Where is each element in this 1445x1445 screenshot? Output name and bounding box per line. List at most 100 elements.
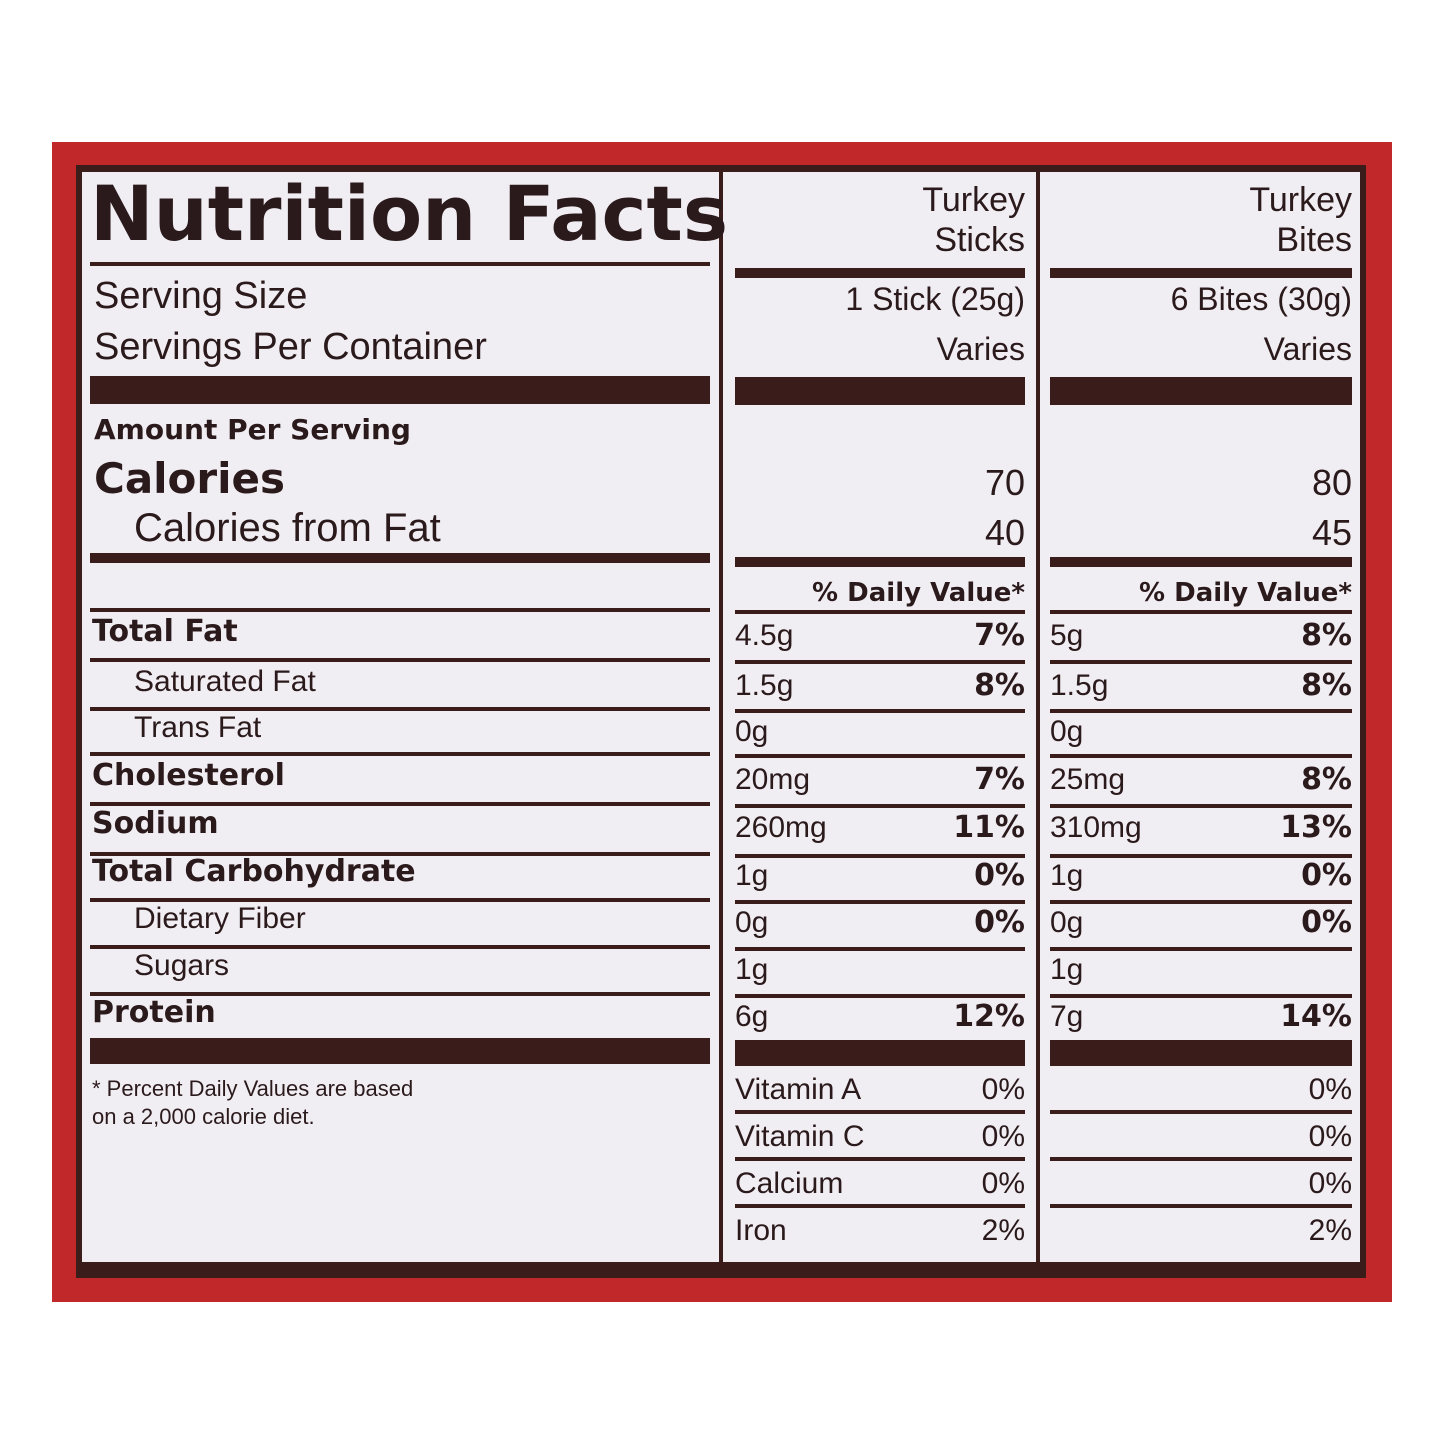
nutrient-amount: 1g <box>735 953 769 986</box>
title: Nutrition Facts <box>90 169 729 258</box>
rule <box>735 660 1025 664</box>
rule <box>90 992 710 996</box>
nutrient-label: Total Carbohydrate <box>92 854 416 889</box>
rule <box>735 900 1025 904</box>
nutrient-dv: 14% <box>1280 999 1352 1034</box>
thick-bar <box>735 1040 1025 1066</box>
nutrient-amount: 1.5g <box>735 669 794 702</box>
rule <box>90 898 710 902</box>
rule <box>90 945 710 949</box>
serving-size: 6 Bites (30g) <box>1170 281 1352 317</box>
thick-bar <box>1050 1040 1352 1066</box>
rule <box>735 610 1025 614</box>
rule <box>90 658 710 662</box>
nutrient-dv: 11% <box>953 810 1025 845</box>
nutrient-dv: 8% <box>1301 618 1352 653</box>
nutrient-dv: 8% <box>1301 668 1352 703</box>
thick-bar <box>1050 377 1352 405</box>
rule <box>735 854 1025 858</box>
nutrient-amount: 5g <box>1050 619 1084 652</box>
nutrient-dv: 0% <box>974 858 1025 893</box>
nutrient-amount: 0g <box>1050 906 1084 939</box>
serving-size-label: Serving Size <box>94 275 308 317</box>
nutrient-dv: 8% <box>1301 762 1352 797</box>
vitamin-label: Iron <box>735 1214 787 1247</box>
rule <box>1050 754 1352 758</box>
medium-bar <box>1050 557 1352 567</box>
nutrient-label: Sodium <box>92 806 219 841</box>
nutrient-amount: 20mg <box>735 763 811 796</box>
footnote: on a 2,000 calorie diet. <box>92 1104 315 1129</box>
rule <box>735 994 1025 998</box>
column-divider <box>1036 172 1040 1262</box>
nutrient-dv: 0% <box>1301 905 1352 940</box>
nutrient-amount: 1g <box>1050 953 1084 986</box>
servings-label: Servings Per Container <box>94 326 487 368</box>
product-name: Bites <box>1276 221 1352 259</box>
vitamin-label: Vitamin C <box>735 1120 865 1153</box>
calories-from-fat-label: Calories from Fat <box>134 506 441 550</box>
calories: 80 <box>1311 462 1352 503</box>
vitamin-dv: 0% <box>981 1073 1025 1106</box>
rule <box>1050 709 1352 713</box>
product-name: Turkey <box>1249 181 1352 219</box>
thick-bar <box>735 377 1025 405</box>
footnote: * Percent Daily Values are based <box>92 1076 414 1101</box>
nutrient-amount: 0g <box>735 715 769 748</box>
nutrient-dv: 0% <box>1301 858 1352 893</box>
nutrient-label: Saturated Fat <box>134 665 316 698</box>
servings-per-container: Varies <box>1263 331 1352 367</box>
rule <box>90 802 710 806</box>
nutrient-label: Trans Fat <box>134 711 262 744</box>
nutrient-label: Protein <box>92 995 216 1030</box>
nutrient-label: Cholesterol <box>92 758 285 793</box>
vitamin-dv: 0% <box>981 1167 1025 1200</box>
calories: 70 <box>984 462 1025 503</box>
product-name: Sticks <box>934 221 1025 259</box>
rule <box>735 754 1025 758</box>
nutrient-amount: 1g <box>735 859 769 892</box>
rule <box>90 707 710 711</box>
rule <box>90 852 710 856</box>
rule <box>735 947 1025 951</box>
product-name: Turkey <box>922 181 1025 219</box>
calories-from-fat: 45 <box>1311 512 1352 553</box>
daily-value-header: % Daily Value* <box>812 578 1025 608</box>
rule <box>1050 610 1352 614</box>
nutrient-dv: 0% <box>974 905 1025 940</box>
rule <box>1050 1204 1352 1208</box>
vitamin-label: Vitamin A <box>735 1073 862 1106</box>
rule <box>735 1110 1025 1114</box>
medium-bar <box>735 557 1025 567</box>
rule <box>1050 947 1352 951</box>
column-divider <box>719 172 723 1262</box>
vitamin-dv: 0% <box>981 1120 1025 1153</box>
rule <box>1050 994 1352 998</box>
serving-size: 1 Stick (25g) <box>845 281 1025 317</box>
nutrient-dv: 13% <box>1280 810 1352 845</box>
nutrient-label: Dietary Fiber <box>134 902 306 935</box>
nutrient-dv: 7% <box>974 618 1025 653</box>
rule <box>735 1157 1025 1161</box>
rule <box>90 752 710 756</box>
nutrient-amount: 4.5g <box>735 619 794 652</box>
rule <box>735 804 1025 808</box>
servings-per-container: Varies <box>936 331 1025 367</box>
daily-value-header: % Daily Value* <box>1139 578 1352 608</box>
vitamin-dv: 0% <box>1308 1167 1352 1200</box>
rule <box>735 1204 1025 1208</box>
amount-per-serving: Amount Per Serving <box>94 413 411 446</box>
nutrient-amount: 25mg <box>1050 763 1126 796</box>
nutrient-amount: 0g <box>1050 715 1084 748</box>
calories-from-fat: 40 <box>984 512 1025 553</box>
calories-label: Calories <box>94 454 286 503</box>
medium-bar <box>735 268 1025 278</box>
nutrient-label: Total Fat <box>92 614 238 649</box>
nutrient-amount: 260mg <box>735 811 827 844</box>
thick-bar <box>90 376 710 404</box>
vitamin-dv: 0% <box>1308 1073 1352 1106</box>
vitamin-dv: 2% <box>981 1214 1025 1247</box>
nutrient-amount: 1g <box>1050 859 1084 892</box>
nutrient-dv: 8% <box>974 668 1025 703</box>
rule <box>90 262 710 266</box>
